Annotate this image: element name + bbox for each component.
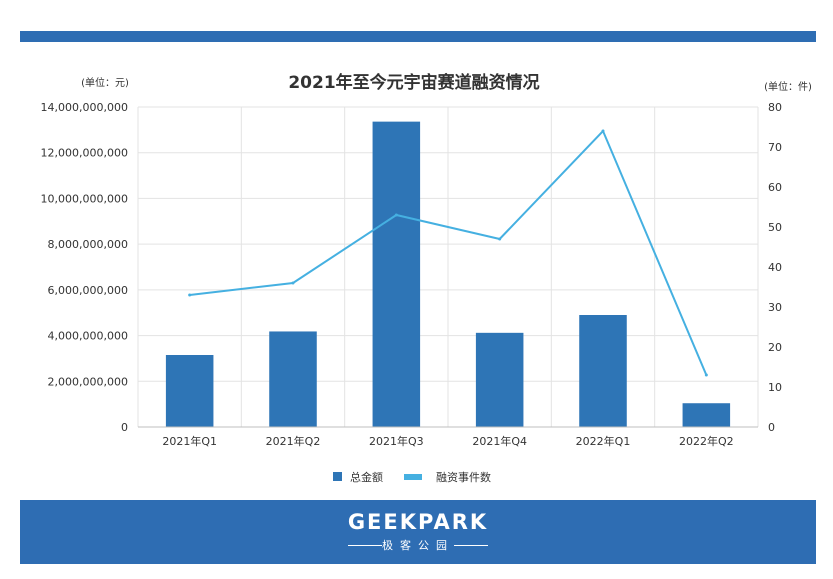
line-point bbox=[394, 213, 398, 217]
legend-label-bar: 总金额 bbox=[350, 470, 383, 484]
gridlines bbox=[137, 106, 759, 427]
axes: 0 2,000,000,000 4,000,000,000 6,000,000,000… bbox=[41, 101, 782, 448]
legend-label-line: 融资事件数 bbox=[436, 471, 491, 484]
left-tick-label: 14,000,000,000 bbox=[41, 101, 128, 114]
chart-title: 2021年至今元宇宙赛道融资情况 bbox=[288, 72, 539, 93]
legend-swatch-line bbox=[404, 474, 422, 480]
bar-series bbox=[165, 121, 731, 427]
footer-banner: GEEKPARK 极客公园 bbox=[20, 500, 816, 564]
event-count-line bbox=[189, 129, 708, 376]
legend: 总金额 融资事件数 bbox=[333, 470, 491, 484]
x-tick-label: 2021年Q1 bbox=[162, 434, 217, 448]
x-tick-label: 2021年Q4 bbox=[472, 434, 527, 448]
brand-right-rule bbox=[454, 545, 488, 546]
left-tick-label: 0 bbox=[121, 421, 128, 434]
brand-left-rule bbox=[348, 545, 382, 546]
bar bbox=[682, 403, 731, 427]
left-tick-label: 2,000,000,000 bbox=[48, 375, 128, 388]
financing-chart: 2021年至今元宇宙赛道融资情况 (单位：元) (单位：件) 0 2,000,00… bbox=[41, 72, 812, 484]
bar bbox=[475, 332, 524, 427]
left-tick-label: 8,000,000,000 bbox=[48, 238, 128, 251]
line-point bbox=[601, 129, 605, 133]
left-tick-label: 12,000,000,000 bbox=[41, 147, 128, 160]
right-tick-label: 80 bbox=[768, 101, 782, 114]
line-point bbox=[498, 237, 502, 241]
right-axis-unit-label: (单位：件) bbox=[764, 80, 812, 93]
line-point bbox=[704, 373, 708, 377]
brand-logo-text: GEEKPARK bbox=[347, 510, 489, 534]
bar bbox=[372, 121, 421, 427]
x-tick-label: 2021年Q2 bbox=[266, 434, 321, 448]
line-series bbox=[188, 129, 708, 377]
right-tick-label: 10 bbox=[768, 381, 782, 394]
right-tick-label: 60 bbox=[768, 181, 782, 194]
right-tick-label: 30 bbox=[768, 301, 782, 314]
left-tick-label: 6,000,000,000 bbox=[48, 284, 128, 297]
x-tick-label: 2022年Q2 bbox=[679, 434, 734, 448]
left-axis-unit-label: (单位：元) bbox=[81, 76, 129, 89]
header-accent-bar bbox=[20, 31, 816, 42]
line-point bbox=[188, 293, 192, 297]
right-tick-label: 50 bbox=[768, 221, 782, 234]
bar bbox=[165, 355, 214, 427]
line-point bbox=[291, 281, 295, 285]
right-tick-label: 20 bbox=[768, 341, 782, 354]
right-tick-label: 40 bbox=[768, 261, 782, 274]
right-tick-label: 70 bbox=[768, 141, 782, 154]
left-tick-label: 10,000,000,000 bbox=[41, 192, 128, 205]
brand-subtitle: 极客公园 bbox=[382, 539, 454, 552]
right-tick-label: 0 bbox=[768, 421, 775, 434]
legend-swatch-bar bbox=[333, 472, 342, 481]
x-tick-label: 2022年Q1 bbox=[576, 434, 631, 448]
bar bbox=[579, 315, 627, 427]
bar bbox=[269, 331, 317, 427]
x-tick-label: 2021年Q3 bbox=[369, 434, 424, 448]
left-tick-label: 4,000,000,000 bbox=[48, 330, 128, 343]
